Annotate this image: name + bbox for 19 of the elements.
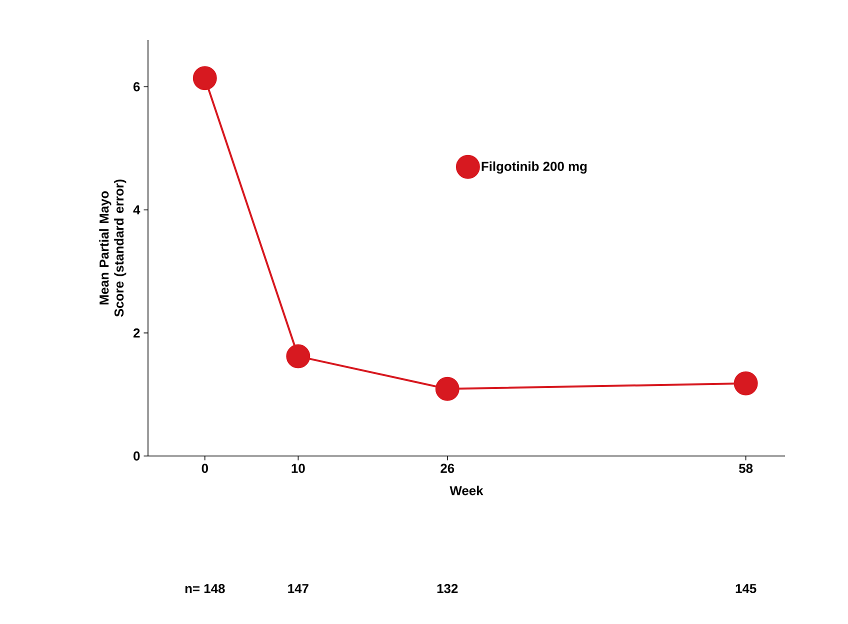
legend-label: Filgotinib 200 mg [482, 161, 587, 174]
point [192, 66, 217, 90]
y-tick-label: 2 [133, 328, 140, 338]
x-tick-label: 10 [292, 464, 305, 473]
text: 147 [288, 584, 308, 593]
point [286, 344, 310, 368]
text: n= 148 [185, 584, 225, 594]
text: 145 [736, 584, 756, 594]
x-tick-label: 0 [202, 464, 208, 473]
text: 132 [437, 584, 458, 594]
point [435, 376, 460, 401]
y-tick-label: 0 [134, 451, 140, 461]
y-tick-label: 6 [133, 82, 140, 92]
x-axis-title: Week [450, 486, 484, 496]
x-tick-label: 58 [739, 464, 753, 473]
x-tick-label: 26 [440, 464, 454, 473]
point [734, 371, 758, 396]
y-axis-title: Mean Partial Mayo Score (standard error) [99, 180, 126, 317]
y-tick-label: 4 [133, 205, 140, 214]
